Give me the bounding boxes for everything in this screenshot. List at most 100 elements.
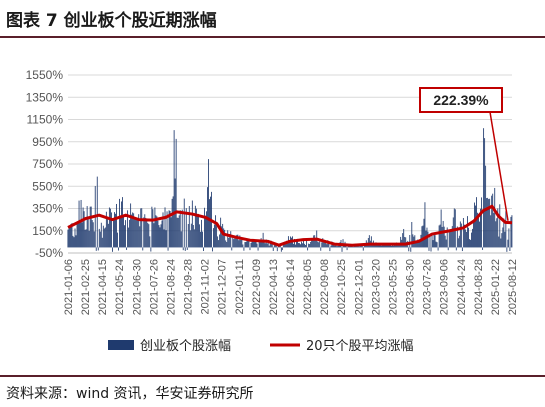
bar — [435, 241, 437, 248]
bar — [306, 238, 308, 248]
bar — [471, 232, 472, 248]
bar — [123, 214, 124, 248]
bar — [83, 211, 85, 248]
x-tick-label: 2022-08-05 — [302, 259, 314, 315]
bar — [417, 239, 419, 248]
bar — [165, 230, 167, 248]
bar — [478, 213, 479, 248]
bar — [243, 247, 245, 251]
bar — [466, 216, 468, 248]
x-tick-label: 2025-01-22 — [490, 259, 502, 315]
bar — [145, 217, 147, 248]
bar — [130, 203, 132, 248]
bar — [196, 214, 198, 248]
bar — [247, 240, 249, 248]
bar — [85, 229, 87, 248]
bar — [124, 225, 125, 248]
bar — [192, 225, 194, 248]
x-axis: 2021-01-06 2021-02-25 2021-04-15 2021-05-24… — [63, 252, 519, 315]
bar — [190, 223, 192, 248]
bar — [358, 246, 360, 248]
bar — [203, 247, 204, 252]
bar — [142, 247, 144, 251]
bar — [136, 217, 138, 248]
bar — [327, 240, 329, 248]
bar — [386, 244, 387, 248]
bar — [459, 221, 461, 248]
bar — [450, 229, 452, 248]
bar — [429, 234, 431, 248]
bar — [179, 210, 181, 248]
bar — [111, 247, 113, 252]
bar — [445, 239, 447, 248]
bar — [106, 219, 108, 248]
bar — [188, 206, 190, 248]
bar — [312, 239, 314, 248]
bar — [269, 240, 271, 248]
bar — [181, 209, 183, 248]
bar — [128, 227, 130, 248]
bar — [126, 247, 128, 250]
bar — [438, 225, 440, 248]
bar — [117, 232, 118, 248]
bar — [458, 235, 460, 248]
bar — [251, 241, 253, 248]
bar — [322, 238, 324, 248]
bar — [170, 217, 172, 248]
bar — [333, 244, 335, 248]
bar — [399, 243, 401, 248]
bar — [390, 244, 391, 248]
bar — [204, 207, 205, 248]
bar — [424, 202, 426, 248]
annotation: 222.39% — [419, 87, 509, 221]
bar — [183, 198, 185, 248]
bar — [505, 211, 507, 248]
bar — [448, 229, 450, 248]
bar — [482, 247, 484, 250]
bar — [468, 227, 469, 248]
bar — [275, 245, 277, 248]
bar — [75, 235, 77, 248]
bar — [376, 243, 378, 248]
bar — [477, 212, 478, 248]
bar — [325, 242, 327, 248]
bar — [175, 138, 177, 248]
bar — [294, 238, 295, 248]
bar — [150, 247, 152, 252]
bar — [156, 216, 158, 248]
bar — [239, 235, 241, 248]
bar — [311, 239, 313, 248]
bar — [186, 247, 188, 250]
bar — [221, 226, 223, 248]
bar — [336, 246, 338, 248]
y-tick-label: 550% — [32, 179, 63, 193]
bar — [307, 247, 309, 251]
bar — [453, 208, 455, 248]
bar — [87, 218, 89, 248]
bar — [159, 227, 161, 248]
bar — [261, 240, 263, 248]
x-tick-label: 2022-09-08 — [319, 259, 331, 315]
bar — [242, 244, 244, 248]
bar — [119, 198, 120, 248]
bar — [138, 214, 140, 248]
bar — [154, 207, 156, 248]
bar — [160, 224, 162, 248]
bar — [223, 228, 225, 248]
bar — [86, 206, 88, 248]
bar — [362, 247, 364, 251]
bar — [500, 238, 502, 248]
bar — [164, 207, 166, 248]
bar — [397, 244, 399, 248]
bar — [74, 228, 76, 248]
bar — [195, 208, 197, 248]
bar — [91, 220, 93, 248]
x-tick-label: 2021-06-30 — [131, 259, 143, 315]
bar — [137, 219, 139, 248]
bar — [347, 246, 349, 248]
bar — [212, 247, 213, 252]
bar — [162, 212, 164, 248]
x-tick-label: 2021-01-06 — [63, 259, 75, 315]
bar — [185, 208, 187, 248]
bar — [257, 247, 259, 251]
